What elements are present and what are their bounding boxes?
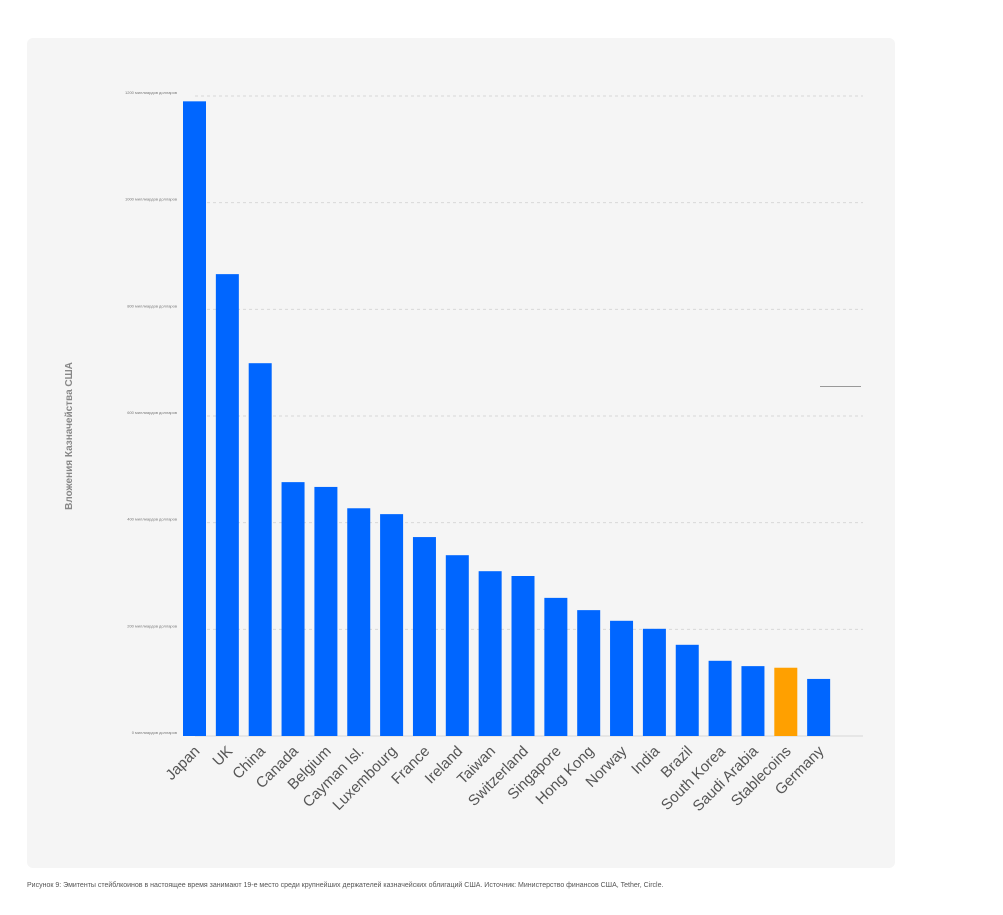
y-tick-label: 600 миллиардов долларов (127, 410, 177, 415)
y-tick-label: 400 миллиардов долларов (127, 517, 177, 522)
bar-uk (215, 274, 239, 736)
bar-luxembourg (380, 514, 404, 736)
bar-germany (807, 678, 831, 736)
bar-cayman-isl- (347, 508, 371, 736)
bar-china (248, 363, 272, 736)
bar-brazil (675, 644, 699, 736)
y-tick-label: 1200 миллиардов долларов (125, 90, 177, 95)
y-tick-label: 200 миллиардов долларов (127, 623, 177, 628)
bar-saudi-arabia (741, 666, 765, 736)
chart-card: 0 миллиардов долларов 200 миллиардов долл… (27, 38, 895, 868)
bar-switzerland (511, 576, 535, 736)
figure-caption: Рисунок 9: Эмитенты стейблкоинов в насто… (27, 882, 664, 889)
bar-stablecoins (774, 667, 798, 736)
divider-line (820, 386, 861, 387)
bar-ireland (445, 555, 469, 736)
bar-chart: 0 миллиардов долларов 200 миллиардов долл… (64, 90, 863, 815)
bar-hong-kong (577, 610, 601, 736)
bar-canada (281, 482, 305, 736)
y-axis-label: Вложения Казначейства США (64, 362, 75, 510)
bar-france (412, 537, 436, 736)
y-tick-label: 1000 миллиардов долларов (125, 197, 177, 202)
x-tick-label: Japan (162, 743, 203, 784)
bar-india (642, 628, 666, 736)
bar-belgium (314, 486, 338, 736)
bar-japan (183, 101, 206, 737)
bar-norway (610, 620, 634, 736)
x-tick-label: UK (209, 743, 236, 770)
x-tick-label: India (628, 742, 663, 777)
y-tick-label: 0 миллиардов долларов (132, 730, 177, 735)
bar-singapore (544, 597, 568, 736)
bar-south-korea (708, 660, 732, 736)
y-tick-label: 800 миллиардов долларов (127, 303, 177, 308)
bar-taiwan (478, 571, 502, 736)
